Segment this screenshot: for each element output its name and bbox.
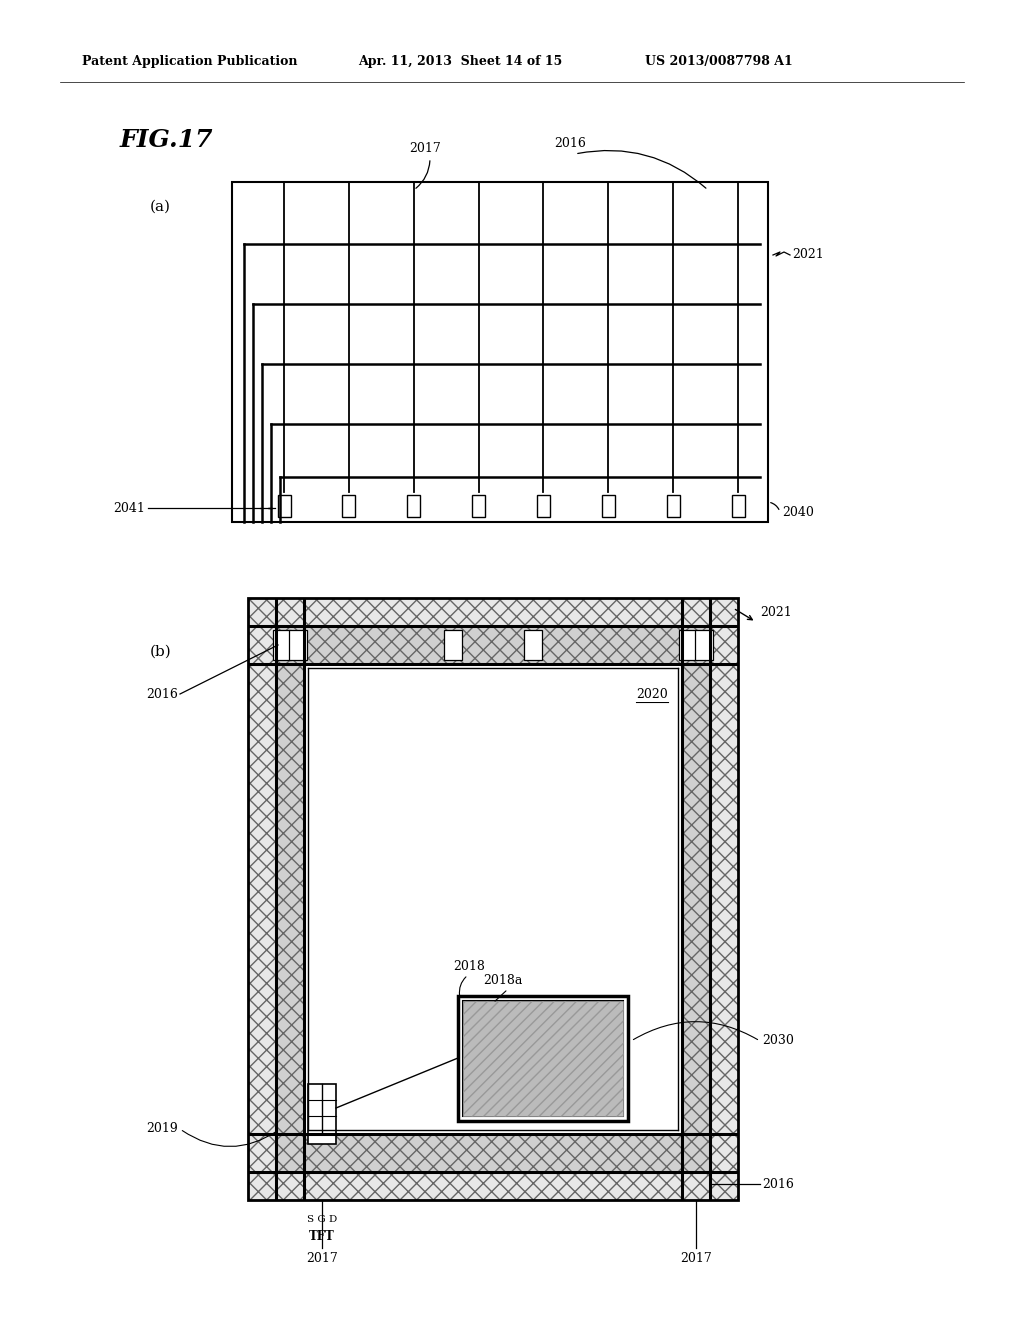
Bar (304, 664, 682, 1134)
Text: 2017: 2017 (680, 1251, 712, 1265)
Text: 2021: 2021 (792, 248, 823, 261)
Bar (276, 598, 710, 626)
Text: 2017: 2017 (306, 1251, 338, 1265)
Text: 2016: 2016 (762, 1177, 794, 1191)
Bar (463, 1001, 623, 1115)
Bar (710, 598, 738, 1200)
Text: FIG.17: FIG.17 (120, 128, 213, 152)
Bar (682, 626, 710, 1172)
Text: 2021: 2021 (760, 606, 792, 619)
Text: 2041: 2041 (113, 502, 145, 515)
Text: TFT: TFT (309, 1230, 335, 1243)
Bar (342, 495, 355, 517)
Text: (b): (b) (150, 645, 172, 659)
Text: Apr. 11, 2013  Sheet 14 of 15: Apr. 11, 2013 Sheet 14 of 15 (358, 55, 562, 69)
Bar (276, 626, 710, 664)
Text: US 2013/0087798 A1: US 2013/0087798 A1 (645, 55, 793, 69)
Bar (667, 495, 680, 517)
Bar (537, 495, 550, 517)
Bar (276, 626, 304, 1172)
Bar (602, 495, 614, 517)
Text: 2018a: 2018a (483, 974, 522, 987)
Bar (248, 598, 738, 1200)
Text: 2030: 2030 (762, 1035, 794, 1048)
Bar (278, 495, 291, 517)
Bar (444, 630, 462, 660)
Bar (524, 630, 542, 660)
Bar (248, 598, 276, 1200)
Text: 2040: 2040 (782, 506, 814, 519)
Text: 2019: 2019 (146, 1122, 178, 1135)
Text: 2017: 2017 (410, 143, 441, 154)
Bar (304, 664, 682, 1134)
Bar (408, 495, 420, 517)
Bar (463, 1001, 623, 1115)
Bar (308, 1084, 336, 1144)
Text: S G D: S G D (307, 1214, 337, 1224)
Bar (289, 630, 307, 660)
Bar (695, 630, 713, 660)
Text: Patent Application Publication: Patent Application Publication (82, 55, 298, 69)
Text: 2018: 2018 (453, 960, 485, 973)
Bar (731, 495, 744, 517)
Text: 2016: 2016 (146, 688, 178, 701)
Bar (276, 1172, 710, 1200)
Text: 2020: 2020 (636, 688, 668, 701)
Bar (679, 630, 697, 660)
Text: 2016: 2016 (554, 137, 586, 150)
Bar (273, 630, 291, 660)
Bar (458, 997, 628, 1121)
Bar (472, 495, 485, 517)
Bar (276, 1134, 710, 1172)
Text: (a): (a) (150, 201, 171, 214)
Bar (232, 182, 768, 521)
